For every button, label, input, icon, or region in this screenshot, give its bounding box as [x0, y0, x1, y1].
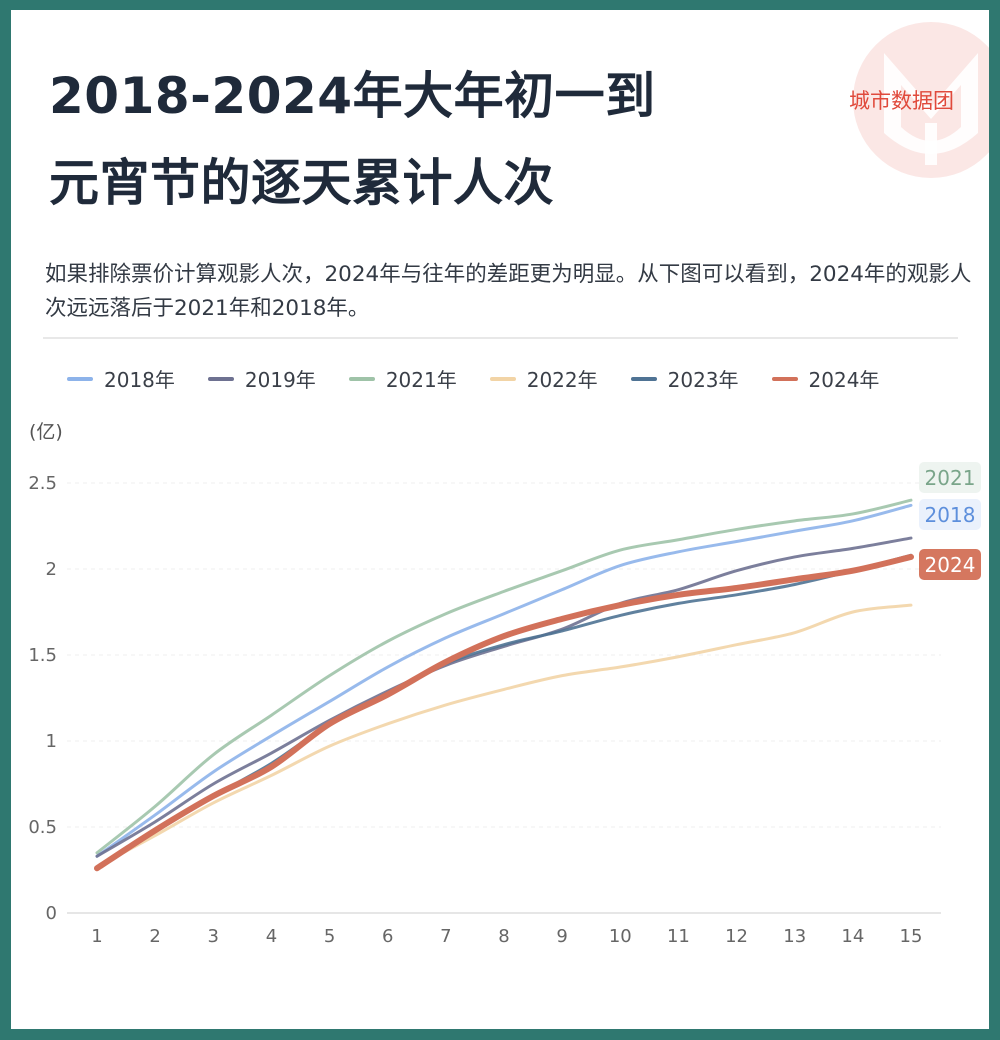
y-tick-label: 0.5: [28, 817, 57, 838]
legend-item[interactable]: 2022年: [489, 364, 598, 393]
x-tick-label: 3: [208, 926, 219, 947]
legend-swatch-icon: [348, 376, 375, 381]
legend-item[interactable]: 2019年: [207, 364, 316, 393]
y-tick-label: 0: [46, 903, 57, 924]
end-label-2018: 2018: [919, 499, 981, 530]
x-tick-label: 15: [900, 926, 923, 947]
x-tick-label: 9: [556, 926, 567, 947]
x-tick-label: 6: [382, 926, 393, 947]
x-tick-label: 8: [498, 926, 509, 947]
y-tick-label: 1: [46, 731, 57, 752]
series-line-2021[interactable]: [95, 498, 913, 855]
x-tick-label: 2: [149, 926, 160, 947]
page-title: 2018-2024年大年初一到 元宵节的逐天累计人次: [49, 66, 656, 213]
title-line-2: 元宵节的逐天累计人次: [49, 154, 554, 212]
legend-label: 2023年: [667, 368, 739, 392]
legend-swatch-icon: [630, 376, 657, 381]
svg-text:2018: 2018: [925, 503, 976, 527]
legend-item[interactable]: 2018年: [67, 364, 175, 393]
end-label-2024: 2024: [919, 549, 981, 580]
x-tick-label: 14: [841, 926, 864, 947]
legend-label: 2022年: [526, 368, 598, 392]
legend-label: 2024年: [808, 368, 880, 392]
legend-item[interactable]: 2023年: [630, 364, 739, 393]
y-tick-label: 2.5: [28, 473, 57, 494]
series-line-2018[interactable]: [95, 503, 913, 858]
x-tick-label: 4: [266, 926, 277, 947]
x-tick-label: 13: [783, 926, 806, 947]
divider: [43, 337, 958, 339]
x-tick-label: 7: [440, 926, 451, 947]
legend-swatch-icon: [67, 376, 93, 381]
series-line-2024[interactable]: [94, 553, 914, 872]
chart-card: 城市数据团 2018-2024年大年初一到 元宵节的逐天累计人次 如果排除票价计…: [11, 10, 989, 1029]
legend-label: 2018年: [104, 368, 175, 392]
x-tick-label: 10: [609, 926, 632, 947]
y-tick-label: 1.5: [28, 645, 57, 666]
x-tick-label: 11: [667, 926, 690, 947]
svg-text:2021: 2021: [925, 466, 976, 490]
y-tick-label: 2: [46, 559, 57, 580]
y-axis-unit: (亿): [29, 421, 63, 443]
series-line-2019[interactable]: [95, 536, 913, 858]
title-line-1: 2018-2024年大年初一到: [49, 67, 656, 125]
x-tick-label: 5: [324, 926, 335, 947]
end-label-2021: 2021: [919, 462, 981, 493]
legend-item[interactable]: 2024年: [771, 364, 880, 393]
legend-swatch-icon: [207, 376, 234, 381]
chart-description: 如果排除票价计算观影人次，2024年与往年的差距更为明显。从下图可以看到，202…: [45, 262, 972, 321]
chart-legend: 2018年 2019年 2021年 2022年 2023年 2024年: [67, 364, 912, 393]
x-tick-label: 12: [725, 926, 748, 947]
legend-label: 2019年: [244, 368, 316, 392]
brand-name: 城市数据团: [849, 89, 954, 113]
svg-text:2024: 2024: [925, 553, 976, 577]
legend-label: 2021年: [385, 368, 457, 392]
brand-logo-icon: [853, 22, 989, 178]
line-chart: 00.511.522.51 2 3 4 5 6 7 8 9 10 11 12 13 14 152021201…: [28, 462, 981, 947]
legend-swatch-icon: [771, 376, 798, 381]
series-line-2023[interactable]: [95, 553, 913, 870]
legend-item[interactable]: 2021年: [348, 364, 457, 393]
x-tick-label: 1: [91, 926, 102, 947]
series-line-2022[interactable]: [95, 603, 913, 869]
legend-swatch-icon: [489, 376, 516, 381]
